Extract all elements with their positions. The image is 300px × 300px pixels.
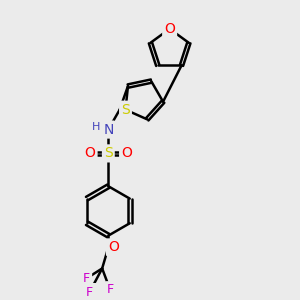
Text: F: F [86, 286, 93, 299]
Text: S: S [121, 103, 130, 117]
Text: F: F [106, 283, 114, 296]
Text: O: O [108, 240, 119, 254]
Text: H: H [92, 122, 101, 132]
Text: S: S [104, 146, 113, 161]
Text: O: O [121, 146, 132, 161]
Text: O: O [85, 146, 95, 161]
Text: O: O [164, 22, 175, 36]
Text: F: F [83, 272, 90, 285]
Text: N: N [103, 123, 113, 136]
